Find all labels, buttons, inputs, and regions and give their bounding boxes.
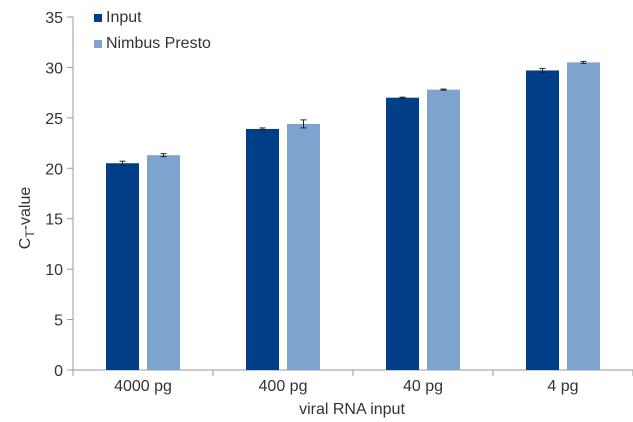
bar-input xyxy=(526,70,559,370)
y-tick-label: 0 xyxy=(54,363,63,380)
x-tick-label: 400 pg xyxy=(259,378,308,395)
y-axis-title: CT-value xyxy=(17,187,37,250)
bar-input xyxy=(106,163,139,370)
y-tick-label: 35 xyxy=(45,10,63,27)
legend-label: Nimbus Presto xyxy=(106,35,211,52)
bar-input xyxy=(246,128,279,370)
bars xyxy=(106,62,600,371)
bar-nimbus-presto xyxy=(567,62,600,371)
x-tick-label: 40 pg xyxy=(403,378,443,395)
x-tick-label: 4000 pg xyxy=(114,378,172,395)
y-axis-title-suffix: -value xyxy=(17,187,34,231)
bar-nimbus-presto xyxy=(427,89,460,371)
y-tick-label: 5 xyxy=(54,313,63,330)
y-tick-label: 20 xyxy=(45,161,63,178)
x-axis: 4000 pg 400 pg 40 pg 4 pg xyxy=(72,369,633,395)
legend-swatch xyxy=(94,40,102,48)
legend-swatch xyxy=(94,14,102,22)
y-axis-title-main: C xyxy=(17,238,34,250)
legend-label: Input xyxy=(106,9,142,26)
y-tick-label: 30 xyxy=(45,60,63,77)
bar-input xyxy=(386,97,419,370)
y-axis-title-subscript: T xyxy=(23,230,37,238)
y-tick-label: 10 xyxy=(45,262,63,279)
y-tick-label: 25 xyxy=(45,111,63,128)
y-tick-label: 15 xyxy=(45,212,63,229)
error-bars xyxy=(119,60,587,166)
x-axis-title: viral RNA input xyxy=(299,401,405,418)
x-tick-label: 4 pg xyxy=(547,378,578,395)
y-axis: 0 5 10 15 20 25 30 35 xyxy=(45,10,74,380)
bar-nimbus-presto xyxy=(287,123,320,370)
legend: Input Nimbus Presto xyxy=(94,9,211,52)
bar-nimbus-presto xyxy=(147,155,180,370)
